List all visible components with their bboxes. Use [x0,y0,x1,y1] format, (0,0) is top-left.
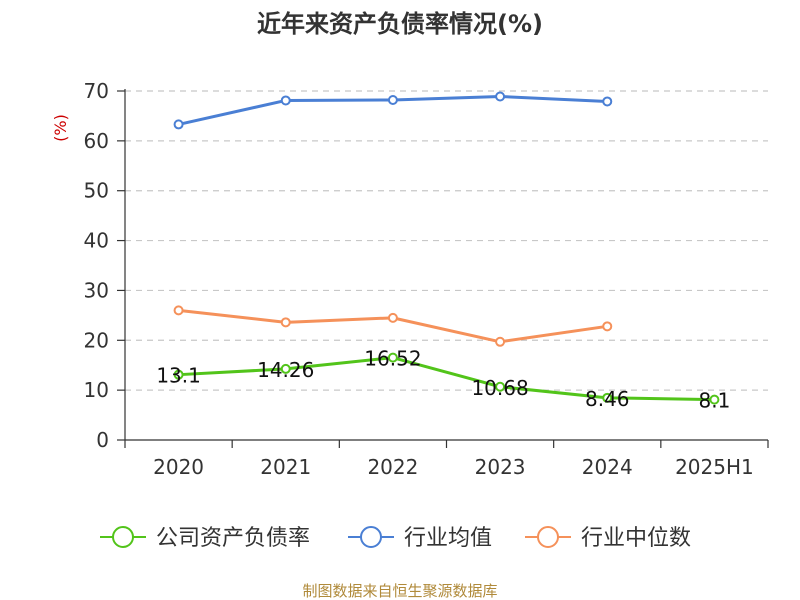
data-point [173,369,184,380]
data-label: 13.1 [156,364,201,388]
data-label: 8.1 [699,389,731,413]
series-line-0 [177,356,716,402]
data-label: 14.26 [257,358,314,382]
data-label: 10.68 [471,376,528,400]
x-tick-label: 2025H1 [675,455,754,479]
data-label: 16.52 [364,347,421,371]
data-label: 8.46 [585,387,630,411]
data-point [387,352,398,363]
source-note: 制图数据来自恒生聚源数据库 [302,582,497,600]
legend-marker [360,526,382,548]
legend-label: 公司资产负债率 [156,526,310,551]
x-tick-label: 2023 [475,455,526,479]
data-point [173,305,184,316]
data-point [495,381,506,392]
data-point [602,96,613,107]
data-point [280,95,291,106]
data-point [602,392,613,403]
y-axis-unit-label: (%) [51,114,70,142]
legend-marker [112,526,134,548]
y-tick-label: 20 [84,328,109,352]
data-point [387,312,398,323]
data-point [602,321,613,332]
x-tick-label: 2024 [582,455,633,479]
legend-label: 行业中位数 [581,526,691,551]
legend-item: 行业中位数 [525,526,691,551]
legend-label: 行业均值 [404,526,492,551]
data-labels: 13.1 14.26 16.52 10.68 8.46 8.1 [156,347,730,413]
data-point [280,363,291,374]
data-point [709,394,720,405]
data-point [495,91,506,102]
legend-item: 公司资产负债率 [100,526,310,551]
y-tick-label: 0 [96,428,109,452]
x-tick-label: 2021 [260,455,311,479]
data-point [495,336,506,347]
x-tick-label: 2020 [153,455,204,479]
x-tick-label: 2022 [367,455,418,479]
y-tick-label: 40 [84,229,109,253]
data-point [173,119,184,130]
data-point [387,94,398,105]
y-tick-label: 10 [84,378,109,402]
y-tick-label: 30 [84,278,109,302]
legend-item: 行业均值 [348,526,492,551]
data-point [280,317,291,328]
legend: 公司资产负债率 行业均值 行业中位数 [100,526,691,551]
y-tick-label: 50 [84,179,109,203]
chart-title: 近年来资产负债率情况(%) [257,10,543,38]
axes: 0 10 20 30 40 50 60 70 2020 2021 2022 2023 2024 2025H… [84,79,769,479]
series-lines [173,91,720,405]
y-tick-label: 70 [84,79,109,103]
legend-marker [537,526,559,548]
gridlines [125,90,768,391]
y-tick-label: 60 [84,129,109,153]
